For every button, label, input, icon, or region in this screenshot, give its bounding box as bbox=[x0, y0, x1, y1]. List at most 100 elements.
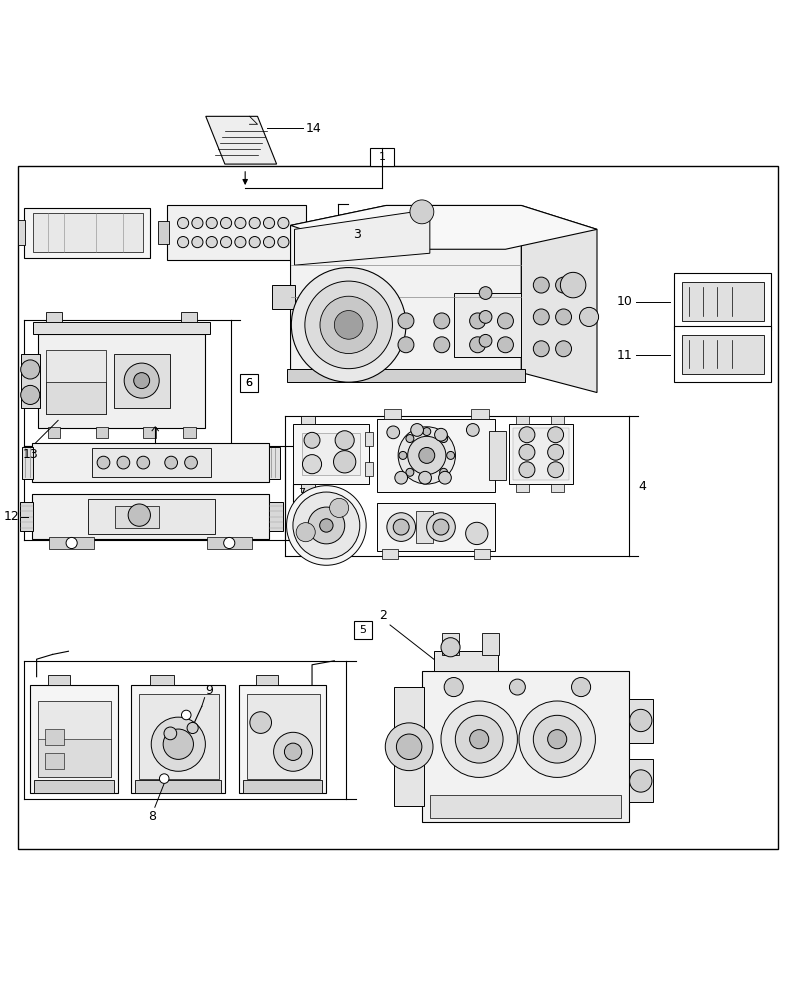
Text: 4: 4 bbox=[638, 480, 646, 493]
Polygon shape bbox=[291, 205, 521, 373]
Polygon shape bbox=[205, 116, 277, 164]
Bar bbox=[516, 484, 529, 492]
Bar bbox=[454, 293, 521, 357]
Bar bbox=[114, 354, 170, 408]
Circle shape bbox=[178, 217, 189, 229]
Bar bbox=[674, 273, 771, 330]
Circle shape bbox=[185, 456, 197, 469]
Bar bbox=[551, 484, 564, 492]
Circle shape bbox=[470, 730, 489, 749]
Bar bbox=[131, 685, 225, 793]
Circle shape bbox=[206, 217, 217, 229]
Circle shape bbox=[274, 732, 313, 771]
Circle shape bbox=[320, 296, 377, 354]
Circle shape bbox=[423, 428, 431, 436]
Bar bbox=[682, 282, 764, 321]
Circle shape bbox=[21, 360, 40, 379]
Bar bbox=[272, 285, 295, 309]
Bar bbox=[92, 448, 211, 477]
Bar bbox=[18, 166, 778, 849]
Bar bbox=[301, 484, 315, 492]
Text: 10: 10 bbox=[617, 295, 633, 308]
Text: 3: 3 bbox=[353, 228, 361, 241]
Circle shape bbox=[335, 431, 354, 450]
Bar bbox=[48, 675, 70, 685]
Circle shape bbox=[278, 237, 289, 248]
Circle shape bbox=[479, 311, 492, 323]
Text: 9: 9 bbox=[205, 684, 213, 697]
Circle shape bbox=[387, 426, 400, 439]
Circle shape bbox=[406, 435, 414, 443]
Circle shape bbox=[304, 432, 320, 448]
Circle shape bbox=[556, 341, 572, 357]
Bar bbox=[394, 687, 424, 806]
Circle shape bbox=[165, 456, 178, 469]
Bar bbox=[474, 549, 490, 559]
Circle shape bbox=[410, 200, 434, 224]
Circle shape bbox=[399, 451, 407, 459]
Bar bbox=[33, 322, 210, 334]
Circle shape bbox=[447, 451, 455, 459]
Bar bbox=[49, 537, 94, 549]
Circle shape bbox=[192, 237, 203, 248]
Bar bbox=[302, 433, 360, 475]
Bar bbox=[482, 633, 499, 655]
Circle shape bbox=[220, 217, 232, 229]
Bar bbox=[354, 621, 372, 639]
Circle shape bbox=[393, 519, 409, 535]
Text: 14: 14 bbox=[306, 122, 321, 135]
Circle shape bbox=[435, 428, 447, 441]
Circle shape bbox=[533, 277, 549, 293]
Circle shape bbox=[433, 519, 449, 535]
Circle shape bbox=[498, 313, 513, 329]
Text: 6: 6 bbox=[246, 378, 252, 388]
Circle shape bbox=[579, 307, 599, 326]
Circle shape bbox=[556, 277, 572, 293]
Circle shape bbox=[441, 701, 517, 777]
Circle shape bbox=[519, 701, 595, 777]
Circle shape bbox=[137, 456, 150, 469]
Bar bbox=[183, 427, 196, 438]
Bar bbox=[150, 675, 174, 685]
Bar bbox=[38, 739, 111, 777]
Bar bbox=[38, 334, 205, 428]
Circle shape bbox=[308, 507, 345, 544]
Circle shape bbox=[287, 486, 366, 565]
Bar bbox=[384, 409, 401, 419]
Circle shape bbox=[533, 309, 549, 325]
Bar bbox=[38, 701, 111, 777]
Circle shape bbox=[423, 475, 431, 483]
Bar bbox=[247, 694, 320, 779]
Bar bbox=[46, 312, 62, 322]
Circle shape bbox=[235, 217, 246, 229]
Bar bbox=[382, 549, 398, 559]
Bar bbox=[167, 205, 306, 260]
Bar bbox=[434, 651, 498, 671]
Bar bbox=[513, 428, 569, 480]
Bar bbox=[239, 685, 326, 793]
Circle shape bbox=[66, 537, 77, 549]
Circle shape bbox=[455, 715, 503, 763]
Bar bbox=[629, 699, 653, 743]
Circle shape bbox=[385, 723, 433, 771]
Circle shape bbox=[479, 287, 492, 299]
Bar bbox=[293, 424, 369, 484]
Circle shape bbox=[406, 468, 414, 476]
Circle shape bbox=[509, 679, 525, 695]
Circle shape bbox=[163, 729, 193, 759]
Bar bbox=[158, 221, 169, 244]
Circle shape bbox=[572, 678, 591, 697]
Circle shape bbox=[396, 734, 422, 759]
Text: 11: 11 bbox=[617, 349, 633, 362]
Circle shape bbox=[439, 435, 447, 443]
Circle shape bbox=[398, 427, 455, 484]
Circle shape bbox=[548, 427, 564, 443]
Circle shape bbox=[250, 712, 271, 733]
Circle shape bbox=[330, 498, 349, 517]
Circle shape bbox=[97, 456, 110, 469]
Bar bbox=[471, 409, 489, 419]
Bar bbox=[442, 633, 459, 655]
Circle shape bbox=[434, 337, 450, 353]
Circle shape bbox=[302, 455, 322, 474]
Bar bbox=[115, 506, 159, 528]
